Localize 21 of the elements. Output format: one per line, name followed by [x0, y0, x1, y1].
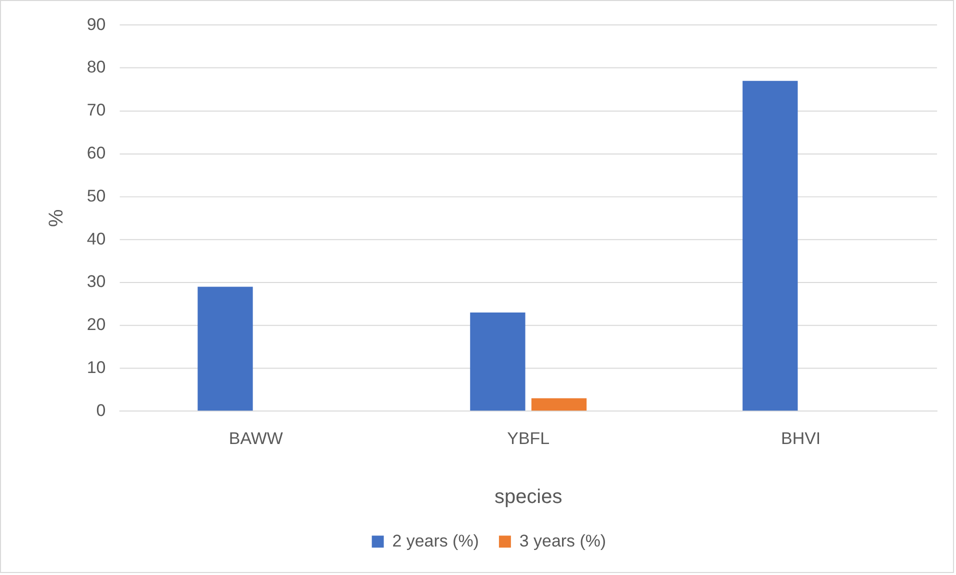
y-tick-label: 70 [86, 100, 106, 120]
x-axis-title: species [494, 486, 562, 508]
bar [198, 286, 253, 411]
legend-label: 3 years (%) [519, 531, 606, 550]
bar [531, 398, 587, 411]
y-tick-label: 50 [86, 186, 106, 206]
y-tick-label: 10 [86, 358, 106, 377]
bar [470, 312, 526, 411]
legend-label: 2 years (%) [392, 531, 479, 550]
y-tick-label: 60 [86, 143, 106, 162]
y-tick-label: 20 [86, 315, 106, 334]
x-tick-label: BHVI [781, 428, 821, 448]
y-axis-title: % [45, 209, 68, 227]
x-tick-label: BAWW [228, 428, 283, 448]
y-tick-label: 40 [86, 229, 106, 248]
x-tick-label: YBFL [507, 428, 550, 448]
y-tick-label: 30 [86, 272, 106, 292]
y-tick-label: 90 [86, 14, 106, 34]
y-tick-label: 0 [96, 400, 106, 420]
bar [742, 80, 798, 411]
y-tick-label: 80 [86, 58, 106, 77]
